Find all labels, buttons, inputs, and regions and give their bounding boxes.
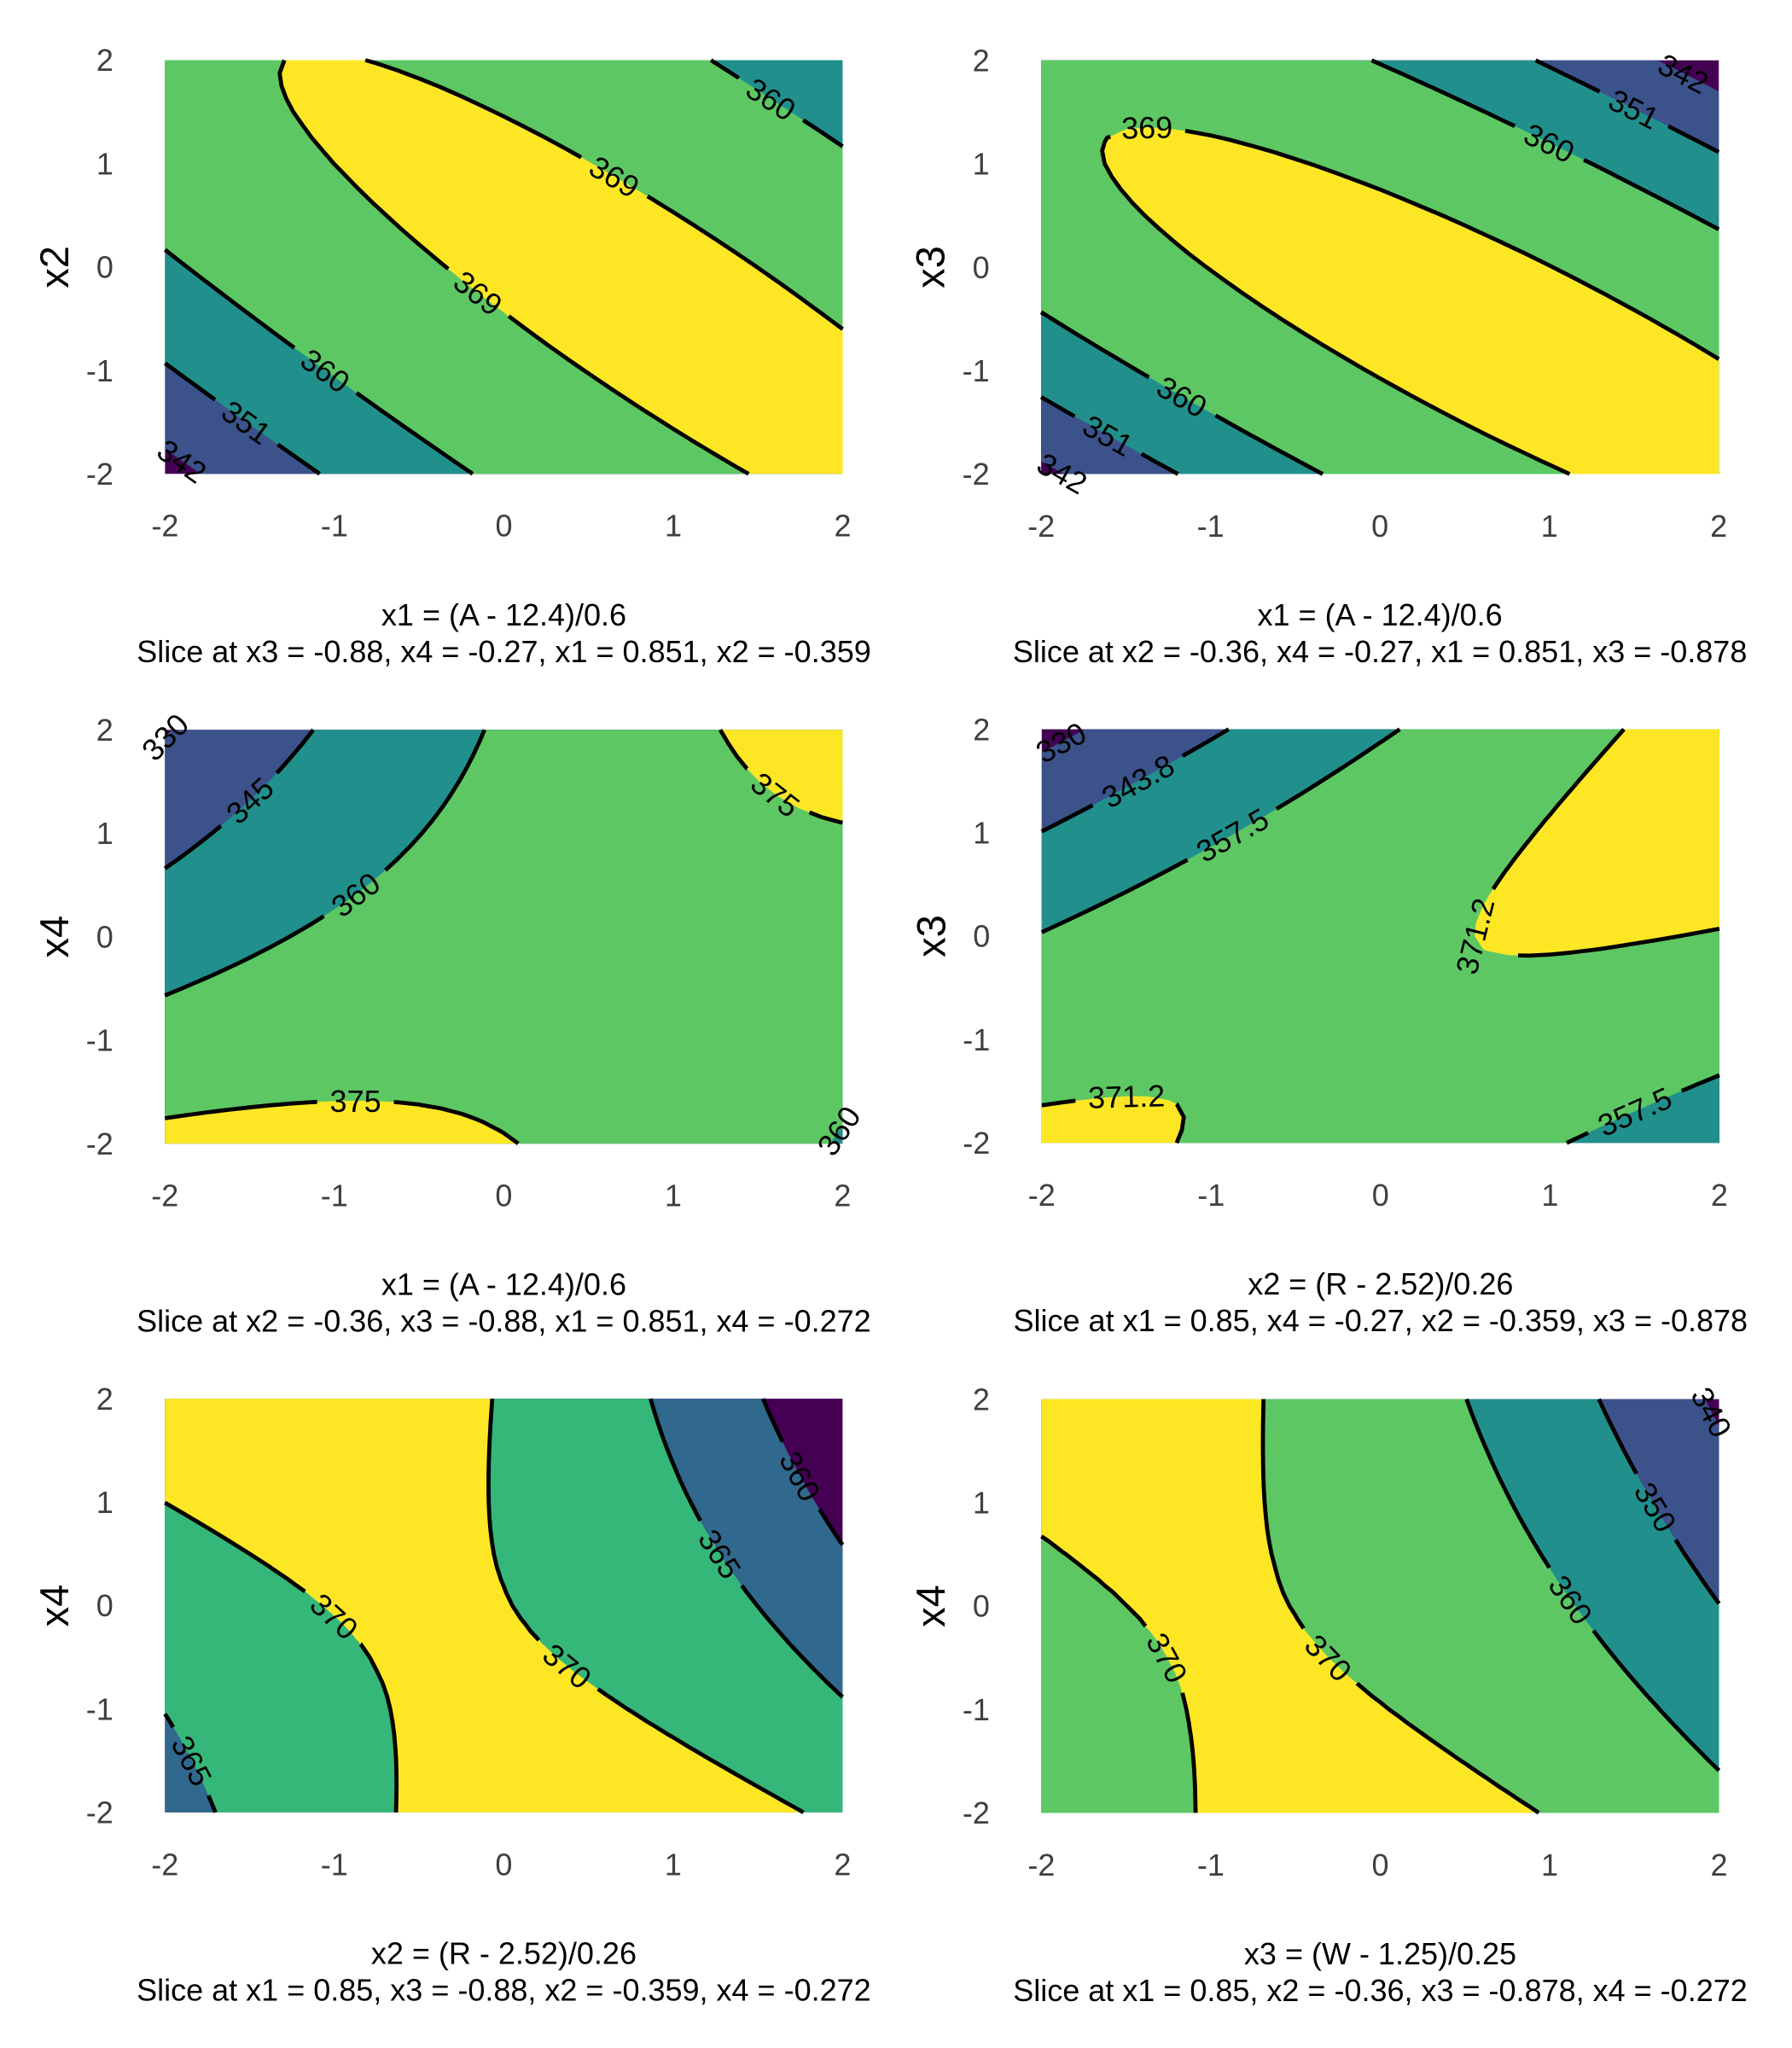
svg-text:2: 2 xyxy=(96,713,113,748)
svg-text:Slice at x3 = -0.88, x4 = -0.2: Slice at x3 = -0.88, x4 = -0.27, x1 = 0.… xyxy=(137,634,871,669)
svg-text:1: 1 xyxy=(96,1485,113,1520)
svg-text:x3: x3 xyxy=(908,915,953,957)
svg-text:1: 1 xyxy=(96,816,113,851)
svg-text:1: 1 xyxy=(1541,1178,1558,1213)
svg-text:2: 2 xyxy=(1710,1847,1727,1882)
svg-text:Slice at x2 = -0.36, x4 = -0.2: Slice at x2 = -0.36, x4 = -0.27, x1 = 0.… xyxy=(1013,634,1748,669)
svg-text:2: 2 xyxy=(834,1178,851,1213)
svg-text:2: 2 xyxy=(834,509,851,544)
svg-text:2: 2 xyxy=(1710,509,1727,544)
svg-text:x4: x4 xyxy=(908,1585,953,1627)
svg-text:0: 0 xyxy=(973,250,990,285)
svg-text:0: 0 xyxy=(495,509,512,544)
svg-text:2: 2 xyxy=(96,43,113,78)
svg-text:-1: -1 xyxy=(86,1691,113,1726)
svg-text:369: 369 xyxy=(1121,110,1173,146)
svg-text:-1: -1 xyxy=(963,1022,990,1057)
svg-text:x3 = (W - 1.25)/0.25: x3 = (W - 1.25)/0.25 xyxy=(1244,1936,1516,1971)
svg-text:1: 1 xyxy=(665,1847,682,1882)
svg-text:1: 1 xyxy=(96,146,113,181)
svg-text:-2: -2 xyxy=(151,1178,178,1213)
svg-text:0: 0 xyxy=(1371,1847,1388,1882)
svg-text:0: 0 xyxy=(1372,1178,1389,1213)
svg-text:1: 1 xyxy=(973,147,990,182)
svg-text:-2: -2 xyxy=(963,1126,990,1161)
svg-text:-1: -1 xyxy=(1197,509,1225,544)
svg-text:-1: -1 xyxy=(86,353,113,388)
svg-text:2: 2 xyxy=(973,1382,990,1417)
svg-text:x1 = (A - 12.4)/0.6: x1 = (A - 12.4)/0.6 xyxy=(381,597,626,632)
svg-text:x2 = (R - 2.52)/0.26: x2 = (R - 2.52)/0.26 xyxy=(371,1936,637,1971)
svg-text:-2: -2 xyxy=(151,509,178,544)
svg-text:-2: -2 xyxy=(963,457,990,492)
svg-text:2: 2 xyxy=(973,43,990,78)
svg-text:x4: x4 xyxy=(32,1585,77,1627)
svg-text:-1: -1 xyxy=(1197,1847,1225,1882)
svg-text:2: 2 xyxy=(1711,1178,1728,1213)
svg-text:371.2: 371.2 xyxy=(1088,1078,1166,1114)
svg-text:0: 0 xyxy=(96,250,113,285)
svg-text:-1: -1 xyxy=(321,1847,348,1882)
svg-text:-2: -2 xyxy=(86,1795,113,1830)
svg-text:2: 2 xyxy=(96,1382,113,1417)
svg-text:x2 = (R - 2.52)/0.26: x2 = (R - 2.52)/0.26 xyxy=(1248,1266,1513,1301)
svg-text:Slice at x2 = -0.36, x3 = -0.8: Slice at x2 = -0.36, x3 = -0.88, x1 = 0.… xyxy=(137,1304,871,1339)
svg-text:1: 1 xyxy=(1541,1847,1558,1882)
svg-text:-1: -1 xyxy=(963,353,990,388)
svg-text:0: 0 xyxy=(495,1178,512,1213)
svg-text:x2: x2 xyxy=(32,246,77,288)
svg-text:Slice at x1 = 0.85, x3 = -0.88: Slice at x1 = 0.85, x3 = -0.88, x2 = -0.… xyxy=(137,1972,871,2007)
svg-text:0: 0 xyxy=(96,1588,113,1623)
svg-text:0: 0 xyxy=(973,919,990,954)
svg-text:2: 2 xyxy=(973,712,990,747)
svg-text:-1: -1 xyxy=(321,509,348,544)
svg-text:x4: x4 xyxy=(32,916,77,958)
svg-text:Slice at x1 = 0.85, x2 = -0.36: Slice at x1 = 0.85, x2 = -0.36, x3 = -0.… xyxy=(1013,1973,1748,2008)
svg-text:-2: -2 xyxy=(963,1795,990,1830)
svg-text:-2: -2 xyxy=(1027,509,1055,544)
svg-text:-2: -2 xyxy=(1028,1178,1056,1213)
svg-text:-1: -1 xyxy=(86,1023,113,1058)
svg-text:x1 = (A - 12.4)/0.6: x1 = (A - 12.4)/0.6 xyxy=(381,1267,626,1302)
svg-text:0: 0 xyxy=(1371,509,1388,544)
svg-text:1: 1 xyxy=(665,509,682,544)
svg-text:1: 1 xyxy=(1541,509,1558,544)
svg-text:375: 375 xyxy=(330,1084,381,1119)
svg-text:-2: -2 xyxy=(151,1847,178,1882)
svg-text:1: 1 xyxy=(665,1178,682,1213)
svg-text:-2: -2 xyxy=(86,1126,113,1161)
svg-text:-2: -2 xyxy=(86,457,113,492)
svg-text:1: 1 xyxy=(973,816,990,851)
svg-text:x1 = (A - 12.4)/0.6: x1 = (A - 12.4)/0.6 xyxy=(1258,597,1503,632)
svg-text:-1: -1 xyxy=(963,1692,990,1727)
svg-text:-1: -1 xyxy=(321,1178,348,1213)
svg-text:0: 0 xyxy=(96,919,113,954)
svg-text:0: 0 xyxy=(973,1589,990,1624)
svg-text:x3: x3 xyxy=(908,246,953,288)
svg-text:0: 0 xyxy=(495,1847,512,1882)
svg-text:-1: -1 xyxy=(1197,1178,1225,1213)
svg-text:1: 1 xyxy=(973,1486,990,1521)
svg-text:-2: -2 xyxy=(1027,1847,1055,1882)
svg-text:2: 2 xyxy=(834,1847,851,1882)
svg-text:Slice at x1 = 0.85, x4 = -0.27: Slice at x1 = 0.85, x4 = -0.27, x2 = -0.… xyxy=(1014,1303,1748,1338)
